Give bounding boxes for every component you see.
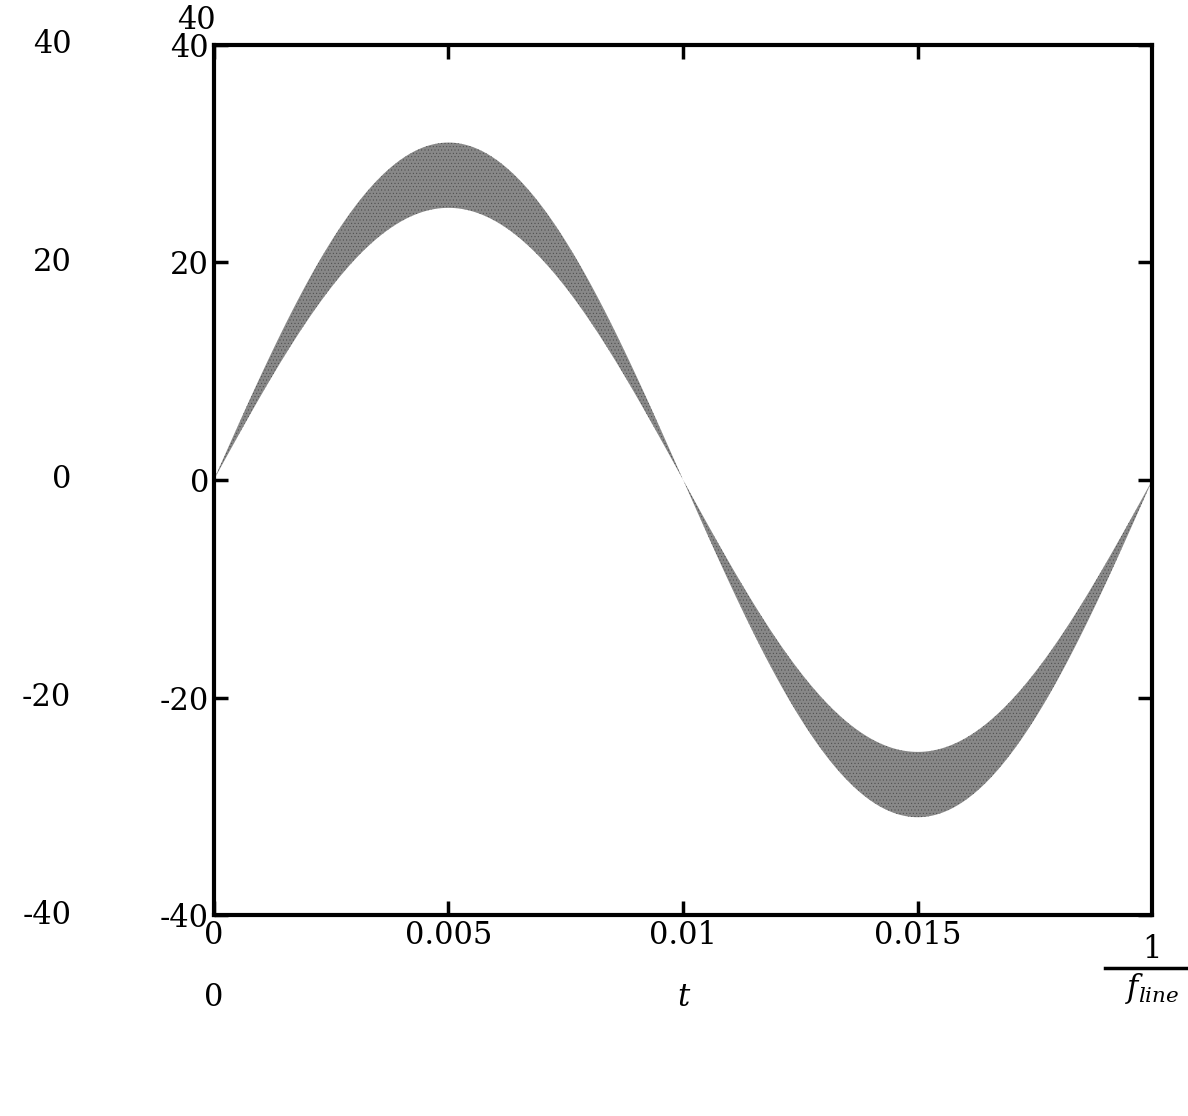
Text: 40: 40 (177, 4, 216, 36)
Text: -40: -40 (23, 899, 71, 931)
Text: 0: 0 (204, 982, 223, 1013)
Text: 0: 0 (52, 464, 71, 496)
Text: t: t (677, 982, 689, 1013)
Text: -20: -20 (23, 682, 71, 713)
Text: $f_{line}$: $f_{line}$ (1125, 971, 1180, 1006)
Text: 1: 1 (1143, 934, 1162, 965)
Text: 40: 40 (32, 29, 71, 60)
Text: 20: 20 (32, 247, 71, 278)
